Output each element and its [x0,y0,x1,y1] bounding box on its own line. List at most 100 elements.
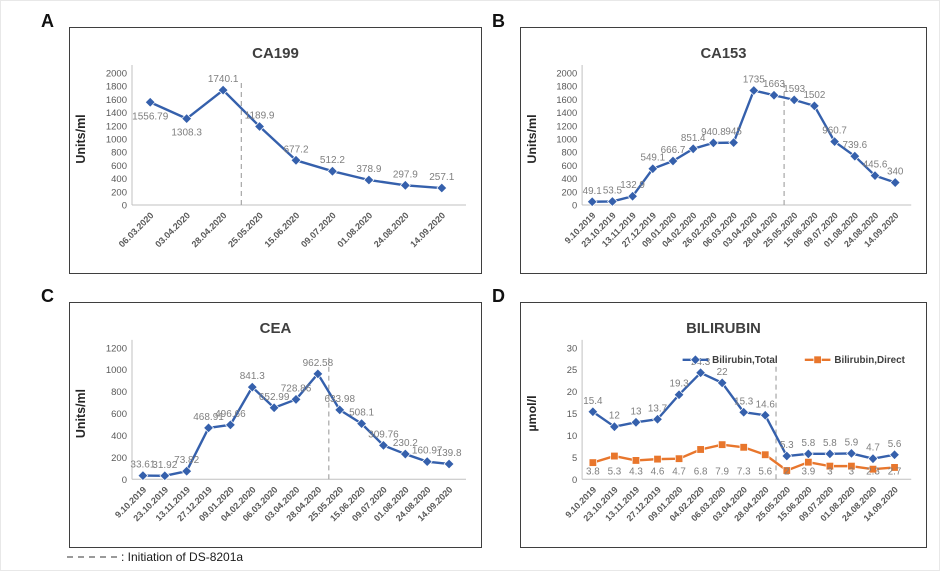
y-axis-tick-label: 2000 [106,69,127,80]
data-point-label: 512.2 [320,155,345,166]
y-axis-title: Units/ml [74,389,88,438]
data-point-marker [695,367,706,379]
panel-letter-d: D [492,286,505,306]
cea-line-chart: CEAUnits/ml0200400600800100012009.10.201… [74,320,466,523]
data-point-marker [610,451,619,461]
data-point-marker [782,466,791,475]
data-point-marker [436,182,448,194]
data-point-marker [738,406,750,418]
data-point-marker [825,461,834,471]
y-axis-tick-label: 20 [567,386,577,397]
data-point-marker [268,402,280,414]
panel-letter-b: B [492,11,505,31]
data-point-label: 24.3 [691,357,711,368]
y-axis-tick-label: 600 [111,409,127,420]
data-point-marker [144,96,156,108]
data-point-label: 3.9 [802,466,816,477]
data-point-label: 1593 [783,84,805,95]
panel-letter-a: A [41,11,54,31]
data-point-label: 2.3 [866,466,880,477]
data-point-marker [847,461,856,471]
data-point-label: 139.8 [437,448,462,459]
data-point-label: 6.8 [694,466,708,477]
data-point-label: 1189.9 [245,110,275,121]
y-axis-tick-label: 600 [562,160,578,171]
data-point-label: 297.9 [393,169,418,180]
x-axis-tick: 14.09.2020 [408,210,447,249]
y-axis-tick-label: 0 [122,475,127,486]
data-point-label: 549.1 [640,153,665,164]
data-point-label: 4.7 [866,443,880,454]
y-axis-tick-label: 600 [111,161,127,172]
data-point-label: 739.6 [842,140,867,151]
y-axis-tick-label: 400 [562,173,578,184]
y-axis-title: Units/ml [74,114,88,163]
data-point-marker [889,177,901,188]
y-axis-title: Units/ml [525,114,539,163]
data-point-marker [781,450,793,462]
data-point-label: 2.7 [888,466,902,477]
data-point-marker [356,418,367,429]
y-axis-tick-label: 1600 [106,95,127,106]
chart-title: CEA [260,320,292,337]
data-point-label: 851.4 [681,133,706,144]
chart-panel-cea: CEA Units/ml 0 200 400 600 800 1000 1200 9.10.201… [69,302,482,548]
data-point-marker [607,196,618,207]
y-axis-tick-label: 1200 [106,343,127,354]
data-point-label: 666.7 [661,145,686,156]
data-point-label: 652.99 [259,392,290,403]
y-axis-tick-label: 0 [122,201,127,212]
data-point-label: 1502 [803,90,825,101]
data-point-label: 230.2 [393,438,418,449]
data-point-marker [631,456,641,465]
data-point-label: 33.61 [130,460,155,471]
y-axis-tick-label: 800 [562,147,578,158]
data-point-marker [334,404,346,416]
data-point-label: 309.76 [368,429,399,440]
y-axis-tick-label: 400 [111,174,127,185]
y-axis-title: µmol/l [525,395,539,431]
data-point-label: 5.6 [758,466,772,477]
legend-entry-label: Bilirubin,Direct [834,355,905,366]
data-point-marker [667,155,679,167]
data-point-label: 15.3 [734,396,754,407]
data-point-marker [674,454,684,463]
y-axis-tick-label: 1600 [556,94,577,105]
data-point-label: 445.6 [863,160,888,171]
x-axis-tick: 01.08.2020 [335,210,374,249]
data-point-label: 1663 [763,79,785,90]
x-axis-tick-label: 09.07.2020 [299,210,338,249]
data-point-marker [203,422,214,434]
chart-title: CA199 [252,45,299,62]
y-axis-tick-label: 200 [111,187,127,198]
x-axis-tick: 03.04.2020 [153,210,192,249]
data-point-marker [137,470,149,481]
data-point-marker [824,448,836,460]
data-point-label: 19.3 [669,379,689,390]
data-point-marker [804,458,813,467]
x-axis-tick: 09.07.2020 [299,210,338,249]
data-point-marker [181,113,193,125]
y-axis-tick-label: 1200 [106,121,127,132]
data-point-label: 945 [725,127,742,138]
data-point-label: 5.3 [608,466,622,477]
data-point-label: 7.3 [737,466,751,477]
data-point-marker [849,150,861,162]
x-axis-tick: 28.04.2020 [190,210,229,249]
data-point-label: 1556.79 [132,111,169,122]
data-point-marker [768,89,780,101]
chart-panel-ca153: CA153 Units/ml 0 200 400 600 800 1000 1200 1400 16… [520,27,927,274]
data-point-marker [587,406,599,418]
x-axis-tick: 15.06.2020 [262,210,301,249]
chart-title: BILIRUBIN [686,321,761,337]
y-axis-tick-label: 1000 [106,365,127,376]
data-point-marker [809,100,820,112]
data-point-label: 257.1 [429,172,454,183]
data-point-marker [290,154,302,166]
data-point-label: 5.9 [845,437,859,448]
series-bilirubin-total: 15.4 12 13 13.7 19.324.3 22 15.3 14.6 5.3 5.8 5.8 5… [583,357,902,465]
x-axis-tick-label: 15.06.2020 [262,210,301,249]
chart-panel-ca199: CA199 Units/ml 0 200 400 600 800 1000 1200 1400 16… [69,27,482,274]
data-point-label: 5.8 [823,438,837,449]
